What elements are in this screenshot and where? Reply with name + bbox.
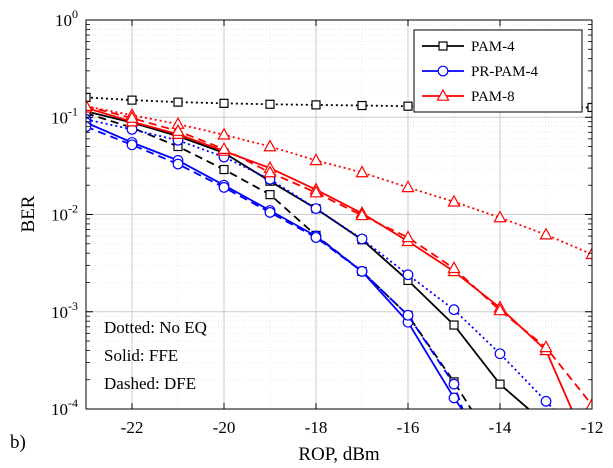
- data-point: [263, 165, 277, 178]
- panel-label: b): [10, 432, 26, 453]
- data-point: [126, 139, 138, 151]
- annotation-solid: Solid: FFE: [104, 346, 178, 365]
- data-point: [125, 110, 139, 123]
- data-point: [356, 265, 368, 277]
- data-point: [265, 190, 275, 200]
- data-point: [402, 309, 414, 321]
- x-tick-label: -20: [213, 418, 236, 437]
- y-tick-label: 10-1: [51, 104, 78, 127]
- data-point: [356, 233, 368, 245]
- data-point: [494, 348, 506, 360]
- legend-marker: [438, 41, 448, 51]
- data-point: [540, 395, 552, 407]
- legend-marker: [436, 88, 450, 101]
- data-point: [86, 92, 91, 102]
- data-point: [309, 185, 323, 198]
- data-point: [585, 397, 592, 409]
- series-line: [86, 106, 573, 409]
- data-point: [401, 230, 415, 243]
- series-line: [86, 121, 463, 409]
- data-point: [217, 141, 231, 154]
- series-line: [86, 125, 464, 409]
- x-tick-label: -12: [581, 418, 604, 437]
- legend-label: PR-PAM-4: [471, 64, 538, 80]
- x-tick-label: -22: [121, 418, 144, 437]
- y-tick-label: 10-3: [51, 299, 78, 322]
- data-point: [86, 108, 91, 118]
- data-point: [587, 102, 592, 113]
- y-tick-label: 100: [55, 7, 78, 30]
- annotation-dashed: Dashed: DFE: [104, 374, 196, 393]
- annotation-box: Dotted: No EQ Solid: FFE Dashed: DFE: [104, 318, 207, 393]
- data-point: [539, 340, 553, 353]
- series-line: [86, 118, 555, 409]
- data-point: [172, 158, 184, 170]
- series-pr-pam-4-dashed: [86, 121, 464, 409]
- data-point: [357, 100, 367, 111]
- legend-label: PAM-4: [471, 39, 515, 55]
- data-point: [355, 208, 369, 221]
- data-point: [401, 180, 415, 193]
- legend-marker: [437, 65, 449, 77]
- x-tick-labels: -22 -20 -18 -16 -14 -12: [121, 418, 604, 437]
- x-tick-label: -14: [489, 418, 512, 437]
- y-axis-title: BER: [18, 195, 39, 232]
- data-point: [448, 378, 460, 390]
- series-layer: [86, 92, 592, 409]
- x-axis-title: ROP, dBm: [298, 444, 380, 465]
- data-point: [447, 194, 461, 207]
- data-point: [217, 127, 231, 140]
- data-point: [171, 123, 185, 136]
- data-point: [219, 98, 229, 108]
- data-point: [402, 269, 414, 281]
- data-point: [127, 95, 137, 105]
- data-point: [403, 101, 413, 111]
- y-tick-labels: 10-4 10-3 10-2 10-1 100: [51, 7, 78, 419]
- x-tick-label: -16: [397, 418, 420, 437]
- data-point: [310, 232, 322, 243]
- data-point: [449, 320, 459, 330]
- series-pam-8-dashed: [86, 98, 592, 409]
- data-point: [493, 210, 507, 223]
- data-point: [86, 98, 93, 111]
- data-point: [493, 303, 507, 316]
- y-tick-label: 10-2: [51, 202, 78, 225]
- data-point: [309, 153, 323, 166]
- data-point: [448, 304, 460, 316]
- axis-ticks: [86, 19, 593, 410]
- legend-label: PAM-8: [471, 89, 515, 105]
- data-point: [265, 99, 275, 109]
- data-point: [495, 379, 505, 389]
- y-tick-label: 10-4: [51, 396, 78, 419]
- data-point: [355, 165, 369, 178]
- data-point: [311, 100, 321, 110]
- data-point: [310, 203, 322, 214]
- data-point: [447, 261, 461, 274]
- data-point: [263, 139, 277, 152]
- legend: PAM-4 PR-PAM-4 PAM-8: [413, 29, 583, 113]
- series-line: [86, 105, 592, 256]
- annotation-dotted: Dotted: No EQ: [104, 318, 207, 337]
- data-point: [539, 227, 553, 240]
- data-point: [173, 97, 183, 107]
- data-point: [218, 181, 230, 193]
- data-point: [264, 207, 276, 218]
- x-tick-label: -18: [305, 418, 328, 437]
- data-point: [219, 164, 229, 175]
